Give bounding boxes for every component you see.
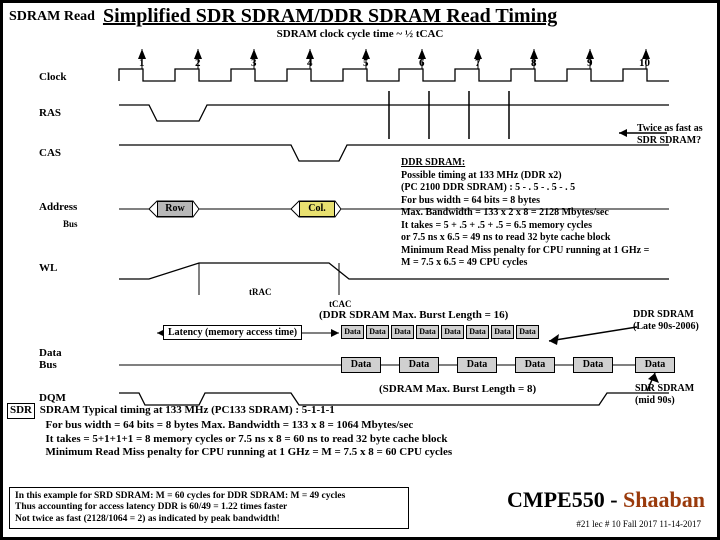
tcac-label: tCAC [329,299,352,309]
ddr-data-5: Data [441,325,464,339]
course-footer: CMPE550 - Shaaban [507,487,705,513]
ddr-header: DDR SDRAM: [401,157,465,168]
col-box: Col. [299,201,335,217]
subtitle: SDRAM clock cycle time ~ ½ tCAC [3,28,717,40]
footer-box: In this example for SRD SDRAM: M = 60 cy… [9,487,409,529]
latency-label: Latency (memory access time) [163,325,302,340]
sdr-data-1: Data [341,357,381,373]
sdr-data-2: Data [399,357,439,373]
title-left: SDRAM Read [9,9,95,25]
ddr-text: DDR SDRAM: Possible timing at 133 MHz (D… [401,157,711,270]
ddr-data-8: Data [516,325,539,339]
row-box: Row [157,201,193,217]
sdr-lead: SDR [7,403,35,419]
timing-diagram: 1 2 3 4 5 6 7 8 9 10 Clock RAS CAS Addre… [39,47,687,382]
ddr-data-1: Data [341,325,364,339]
sdram-burst: (SDRAM Max. Burst Length = 8) [379,383,536,395]
sdr-data-5: Data [573,357,613,373]
twice-note: Twice as fast as SDR SDRAM? [637,123,717,146]
ddr-burst: (DDR SDRAM Max. Burst Length = 16) [319,309,508,321]
sdr-data-4: Data [515,357,555,373]
ddr-data-2: Data [366,325,389,339]
ddr-data-6: Data [466,325,489,339]
lecture-info: #21 lec # 10 Fall 2017 11-14-2017 [576,519,701,529]
trac-label: tRAC [249,287,272,297]
title-row: SDRAM Read Simplified SDR SDRAM/DDR SDRA… [3,3,717,30]
ddr-data-4: Data [416,325,439,339]
ddr-data-3: Data [391,325,414,339]
sdr-block: SDR SDRAM Typical timing at 133 MHz (PC1… [3,403,720,460]
title-main: Simplified SDR SDRAM/DDR SDRAM Read Timi… [103,5,711,28]
sdr-data-6: Data [635,357,675,373]
sdr-data-3: Data [457,357,497,373]
slide: SDRAM Read Simplified SDR SDRAM/DDR SDRA… [0,0,720,540]
ddr-note: DDR SDRAM (Late 90s-2006) [633,309,715,332]
ddr-data-7: Data [491,325,514,339]
